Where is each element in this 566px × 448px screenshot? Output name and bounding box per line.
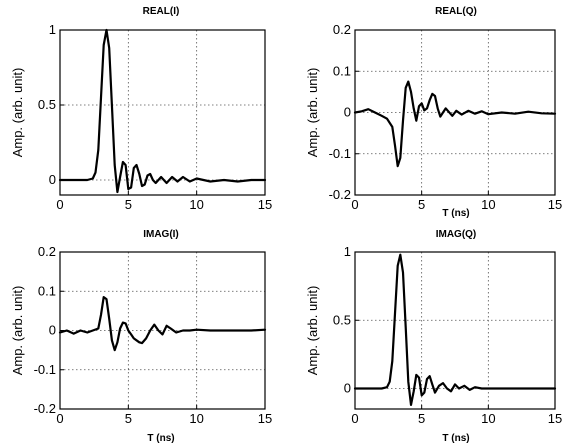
x-tick-label: 10 [189, 197, 203, 212]
y-tick-label: 1 [344, 244, 351, 259]
x-axis-label: T (ns) [147, 433, 174, 444]
panel-title: REAL(Q) [435, 6, 477, 17]
y-tick-label: 0.1 [38, 283, 56, 298]
y-tick-label: -0.1 [34, 362, 56, 377]
y-tick-label: -0.2 [34, 401, 56, 416]
series-line [58, 296, 267, 352]
x-tick-label: 10 [189, 411, 203, 426]
y-tick-label: 0.5 [38, 97, 56, 112]
axes-frame [354, 251, 556, 410]
panel-title: REAL(I) [143, 6, 180, 17]
x-tick-label: 5 [125, 411, 132, 426]
y-tick-label: -0.1 [329, 146, 351, 161]
panel-imag-q: IMAG(Q) 0 5 10 15 0 0.5 1 T (ns) Amp. (arb. unit… [305, 229, 562, 444]
x-tick-label: 0 [56, 411, 63, 426]
x-tick-label: 15 [258, 197, 272, 212]
panel-real-q: REAL(Q) 0 5 10 15 -0.2 -0.1 0 0.1 0.2 T (ns) Amp. … [305, 6, 562, 219]
x-tick-label: 5 [418, 411, 425, 426]
panel-real-i: REAL(I) 0 5 10 15 0 0.5 1 Amp. (arb. unit) [10, 6, 272, 212]
series-line [58, 28, 267, 194]
y-tick-label: 0 [49, 323, 56, 338]
axes-frame [59, 29, 266, 196]
y-tick-label: 1 [49, 22, 56, 37]
x-tick-label: 15 [258, 411, 272, 426]
x-axis-label: T (ns) [442, 208, 469, 219]
y-axis-label: Amp. (arb. unit) [10, 68, 25, 158]
y-tick-label: 0 [49, 172, 56, 187]
y-axis-label: Amp. (arb. unit) [305, 286, 320, 376]
y-axis-label: Amp. (arb. unit) [305, 68, 320, 158]
x-tick-label: 10 [481, 197, 495, 212]
y-tick-label: 0 [344, 381, 351, 396]
y-tick-label: 0.5 [333, 312, 351, 327]
y-tick-label: 0.2 [333, 22, 351, 37]
x-axis-label: T (ns) [442, 433, 469, 444]
x-tick-label: 0 [351, 197, 358, 212]
x-tick-label: 15 [548, 197, 562, 212]
panel-imag-i: IMAG(I) 0 5 10 15 -0.2 -0.1 0 0.1 0.2 T (ns) Amp. … [10, 229, 272, 444]
x-tick-label: 0 [351, 411, 358, 426]
y-tick-label: -0.2 [329, 187, 351, 202]
x-tick-label: 15 [548, 411, 562, 426]
y-tick-label: 0.1 [333, 63, 351, 78]
x-tick-label: 10 [481, 411, 495, 426]
series-line [353, 253, 557, 406]
x-tick-label: 0 [56, 197, 63, 212]
x-tick-label: 5 [125, 197, 132, 212]
y-tick-label: 0 [344, 105, 351, 120]
x-tick-label: 5 [418, 197, 425, 212]
series-line [353, 80, 557, 168]
panel-title: IMAG(Q) [436, 229, 477, 240]
y-axis-label: Amp. (arb. unit) [10, 286, 25, 376]
y-tick-label: 0.2 [38, 244, 56, 259]
panel-title: IMAG(I) [143, 229, 179, 240]
